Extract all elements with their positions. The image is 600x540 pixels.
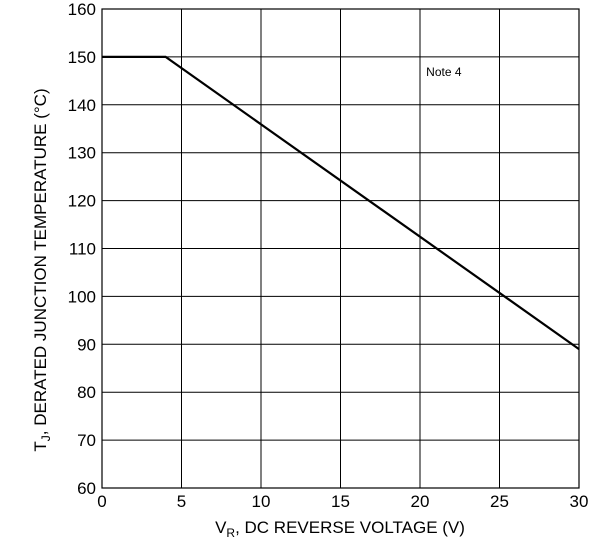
y-tick-label: 70 — [77, 431, 96, 450]
y-tick-label: 60 — [77, 479, 96, 498]
x-tick-label: 0 — [97, 492, 106, 511]
x-axis-label-rest: , DC REVERSE VOLTAGE (V) — [235, 518, 465, 537]
y-axis-label-main: T — [31, 441, 50, 451]
x-axis-label-main: V — [215, 518, 227, 537]
y-axis-label: TJ, DERATED JUNCTION TEMPERATURE (°C) — [31, 88, 53, 451]
chart-series — [102, 55, 580, 350]
y-tick-label: 100 — [68, 287, 96, 306]
y-tick-label: 120 — [68, 192, 96, 211]
chart-grid — [101, 8, 580, 489]
y-tick-label: 160 — [68, 0, 96, 19]
chart-tick-labels: 0 5 10 15 20 25 30 60 70 80 90 100 110 120 130 140 150 16… — [68, 0, 589, 511]
x-tick-label: 10 — [252, 492, 271, 511]
y-tick-label: 110 — [69, 240, 96, 259]
y-tick-label: 140 — [68, 96, 96, 115]
y-axis-label-rest: , DERATED JUNCTION TEMPERATURE (°C) — [31, 88, 50, 435]
annotation-note: Note 4 — [426, 65, 462, 79]
y-tick-label: 130 — [68, 144, 96, 163]
x-axis-label-sub: R — [226, 526, 235, 540]
chart-annotations: Note 4 — [426, 65, 462, 79]
x-tick-label: 15 — [331, 492, 350, 511]
y-tick-label: 150 — [68, 48, 96, 67]
x-tick-label: 30 — [570, 492, 589, 511]
y-tick-label: 80 — [77, 383, 96, 402]
y-tick-label: 90 — [77, 335, 96, 354]
x-axis-label: VR, DC REVERSE VOLTAGE (V) — [215, 518, 465, 540]
y-axis-label-sub: J — [39, 435, 53, 441]
x-tick-label: 25 — [490, 492, 509, 511]
plot-frame — [101, 8, 580, 489]
x-tick-label: 5 — [177, 492, 186, 511]
x-tick-label: 20 — [411, 492, 430, 511]
series-line — [102, 55, 580, 350]
